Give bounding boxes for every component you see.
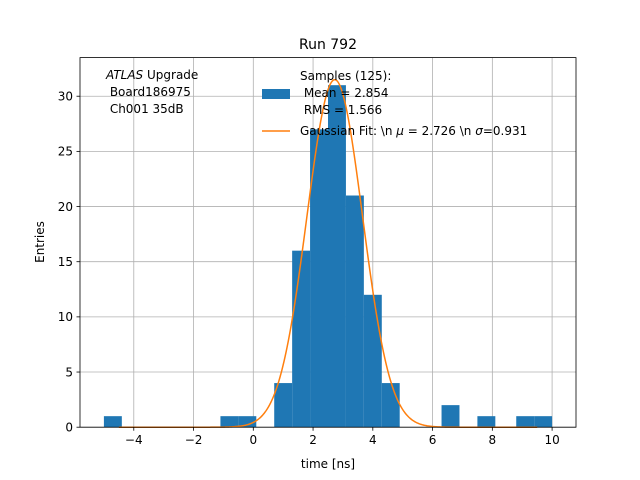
histogram-bar [516, 416, 535, 428]
annotation-atlas: ATLAS [105, 68, 144, 82]
x-axis-ticks: −4 −2 0 2 4 6 8 10 [125, 427, 560, 447]
legend-histogram-swatch [262, 89, 290, 99]
legend-fit-mu-symbol: μ [395, 124, 404, 138]
y-axis-ticks: 0 5 10 15 20 25 30 [58, 90, 80, 435]
y-tick-label: 30 [58, 90, 73, 104]
legend-fit-sigma-value: =0.931 [483, 124, 527, 138]
x-tick-label: 10 [544, 433, 559, 447]
histogram-bar [238, 416, 257, 428]
x-tick-label: −4 [125, 433, 143, 447]
legend-fit-label: Gaussian Fit: \n μ = 2.726 \n σ=0.931 [300, 124, 527, 138]
annotation-line-2: Board186975 [106, 85, 191, 99]
x-tick-label: −2 [185, 433, 203, 447]
y-axis-label: Entries [33, 221, 47, 263]
histogram-bar [103, 416, 122, 428]
annotation-line-1: ATLAS Upgrade [105, 68, 198, 82]
y-tick-label: 10 [58, 310, 73, 324]
annotation-line-3: Ch001 35dB [106, 102, 184, 116]
histogram-bar [477, 416, 496, 428]
x-tick-label: 6 [429, 433, 437, 447]
histogram-bar [292, 250, 311, 428]
histogram-bar [220, 416, 239, 428]
plot-frame [79, 57, 577, 428]
y-tick-label: 0 [65, 421, 73, 435]
y-tick-label: 25 [58, 145, 73, 159]
histogram-bar [381, 383, 400, 428]
histogram-bar [441, 405, 460, 428]
histogram-bar [328, 85, 346, 428]
legend-fit-prefix: Gaussian Fit: \n [300, 124, 396, 138]
legend: Samples (125): Mean = 2.854 RMS = 1.566 … [262, 69, 527, 138]
y-tick-label: 15 [58, 255, 73, 269]
chart-title: Run 792 [299, 37, 357, 53]
atlas-annotation: ATLAS Upgrade Board186975 Ch001 35dB [105, 68, 198, 116]
legend-histogram-line-2: Mean = 2.854 [300, 86, 389, 100]
histogram-bar [363, 294, 382, 428]
x-axis-label: time [ns] [301, 457, 355, 471]
histogram-bars [103, 85, 553, 428]
legend-fit-sigma-symbol: σ [475, 124, 483, 138]
histogram-bar [310, 129, 328, 428]
legend-fit-mu-value: = 2.726 \n [404, 124, 475, 138]
y-tick-label: 5 [65, 365, 73, 379]
histogram-bar [345, 195, 364, 428]
x-tick-label: 0 [249, 433, 257, 447]
annotation-upgrade: Upgrade [143, 68, 198, 82]
x-tick-label: 4 [369, 433, 377, 447]
y-tick-label: 20 [58, 200, 73, 214]
histogram-bar [274, 383, 293, 428]
x-tick-label: 8 [489, 433, 497, 447]
legend-histogram-line-3: RMS = 1.566 [300, 103, 382, 117]
x-tick-label: 2 [309, 433, 317, 447]
histogram-bar [534, 416, 553, 428]
legend-histogram-line-1: Samples (125): [300, 69, 391, 83]
